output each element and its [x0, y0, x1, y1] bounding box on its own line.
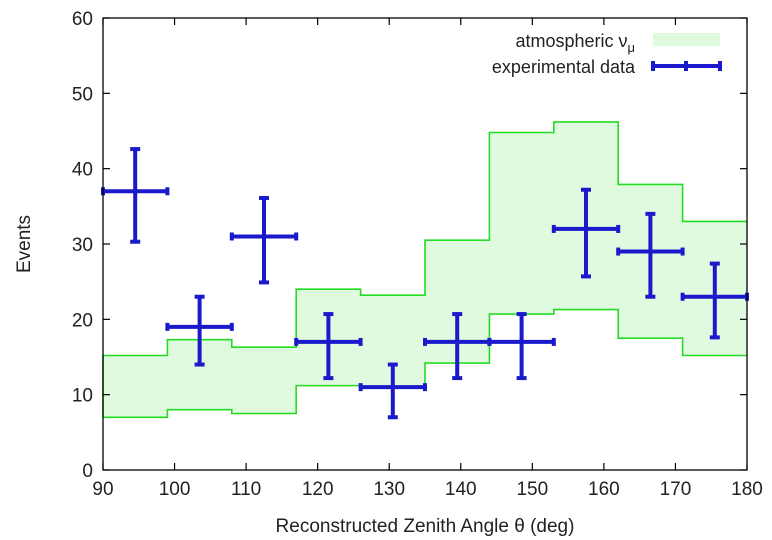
legend-swatch-atmospheric — [653, 33, 720, 46]
y-tick-label: 50 — [72, 84, 93, 105]
y-tick-label: 10 — [72, 386, 93, 407]
data-point — [680, 261, 749, 340]
x-tick-label: 130 — [373, 479, 405, 500]
legend-label-base: atmospheric ν — [515, 31, 627, 51]
axis-ticks: 90 100 110 120 130 140 150 160 170 180 0 10 20 30 40 50… — [72, 9, 763, 500]
legend-label-atmospheric: atmospheric νμ — [515, 31, 635, 55]
data-points — [101, 147, 749, 420]
y-tick-label: 40 — [72, 160, 93, 181]
data-point — [101, 147, 170, 244]
legend: atmospheric νμ experimental data — [492, 31, 722, 77]
data-point — [229, 196, 299, 285]
data-point — [487, 312, 556, 381]
y-tick-label: 20 — [72, 310, 93, 331]
legend-label-subscript: μ — [628, 40, 636, 55]
x-tick-label: 120 — [302, 479, 334, 500]
x-tick-label: 140 — [445, 479, 477, 500]
legend-label-experimental: experimental data — [492, 57, 636, 77]
y-tick-label: 0 — [82, 461, 93, 482]
data-point — [616, 211, 685, 299]
y-tick-label: 30 — [72, 235, 93, 256]
x-axis-label: Reconstructed Zenith Angle θ (deg) — [276, 516, 575, 537]
data-point — [358, 362, 427, 420]
band-lower-line — [103, 308, 747, 419]
legend-swatch-experimental — [651, 61, 722, 71]
x-tick-label: 160 — [588, 479, 620, 500]
y-tick-label: 60 — [72, 9, 93, 30]
x-tick-label: 170 — [660, 479, 692, 500]
data-point — [551, 187, 621, 279]
band-upper-line — [103, 121, 747, 357]
data-point — [294, 312, 363, 381]
x-tick-label: 110 — [231, 479, 261, 500]
x-tick-label: 180 — [731, 479, 763, 500]
x-tick-label: 90 — [92, 479, 113, 500]
data-point — [165, 294, 234, 367]
x-tick-label: 100 — [159, 479, 191, 500]
y-axis-label: Events — [14, 215, 35, 273]
x-tick-label: 150 — [516, 479, 548, 500]
